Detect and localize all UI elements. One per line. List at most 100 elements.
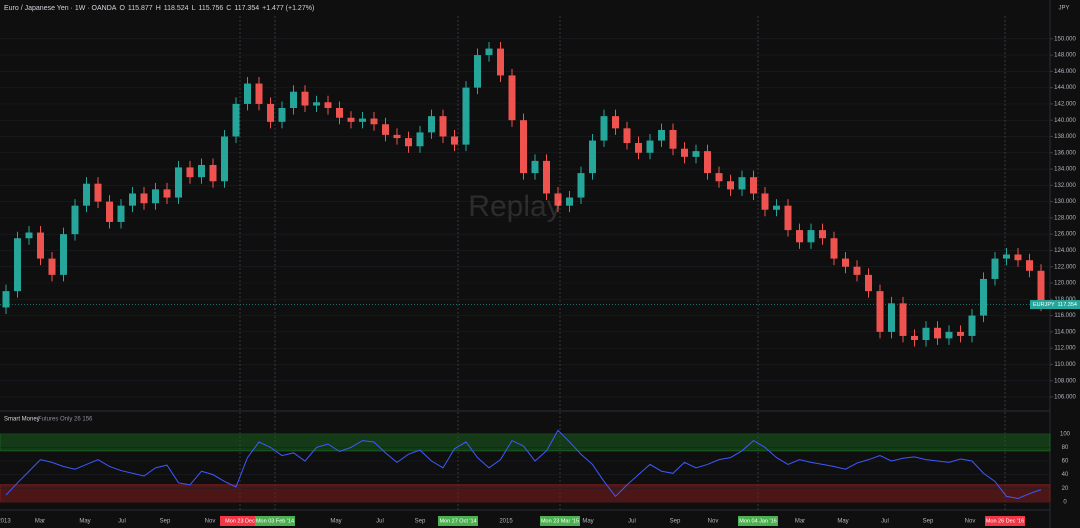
- candle-body: [646, 140, 654, 153]
- header-text: 118.524: [164, 5, 189, 12]
- candle-body: [600, 116, 608, 141]
- candle-body: [221, 136, 228, 182]
- candle-body: [773, 205, 780, 210]
- candle-body: [428, 116, 435, 133]
- candle-body: [520, 120, 527, 174]
- candle-body: [531, 160, 539, 174]
- time-label: 2015: [499, 519, 513, 525]
- time-highlight: [540, 516, 580, 526]
- candle-body: [140, 193, 148, 204]
- grid: [0, 16, 1053, 510]
- candle-body: [382, 124, 389, 135]
- candle-body: [301, 91, 309, 106]
- y-tick-label: 146.000: [1054, 69, 1076, 75]
- candle-body: [244, 83, 251, 104]
- candle-body: [761, 193, 769, 210]
- y-tick-label: 138.000: [1054, 134, 1076, 140]
- candle-body: [1003, 254, 1010, 259]
- candle-body: [129, 193, 136, 206]
- y-tick-label: 142.000: [1054, 101, 1076, 107]
- candle-body: [1026, 260, 1033, 271]
- candle-body: [991, 258, 999, 279]
- candle-body: [313, 102, 320, 106]
- candle-body: [106, 201, 113, 222]
- time-highlight: [438, 516, 478, 526]
- time-label: Mar: [35, 519, 45, 525]
- candle-body: [347, 117, 355, 122]
- candle-body: [566, 197, 573, 206]
- y-tick-label: 144.000: [1054, 85, 1076, 91]
- y-tick-label: 106.000: [1054, 395, 1076, 401]
- candle-body: [290, 91, 297, 108]
- candle-body: [738, 177, 746, 190]
- header-text: 115.877: [128, 5, 153, 12]
- candle-body: [623, 128, 631, 143]
- y-tick-label: 116.000: [1054, 313, 1076, 319]
- y-tick-label: 130.000: [1054, 199, 1076, 205]
- y-tick-label: 118.000: [1054, 297, 1076, 303]
- y-tick-label: 40: [1062, 472, 1069, 478]
- header-text: C: [226, 5, 231, 12]
- time-label: May: [79, 519, 90, 525]
- time-label: Mon 26 Dec '16: [986, 518, 1024, 524]
- candle-body: [232, 103, 240, 137]
- indicator-title: Smart Money: [4, 417, 40, 423]
- candle-body: [577, 173, 585, 198]
- candle-body: [175, 167, 182, 198]
- y-tick-label: 20: [1062, 486, 1069, 492]
- y-tick-label: 0: [1063, 499, 1067, 505]
- time-label: Nov: [965, 519, 976, 525]
- time-label: Mon 27 Oct '14: [439, 518, 476, 524]
- candle-body: [2, 291, 10, 308]
- time-label: Sep: [670, 519, 681, 525]
- time-label: May: [582, 519, 593, 525]
- candle-body: [589, 140, 596, 174]
- candle-body: [359, 118, 366, 122]
- candle-body: [71, 205, 79, 235]
- time-label: Jul: [118, 519, 126, 525]
- candle-body: [727, 181, 734, 190]
- candle-body: [968, 315, 976, 336]
- header-text: 115.756: [198, 5, 223, 12]
- candle-body: [554, 193, 562, 206]
- candle-body: [876, 291, 884, 332]
- indicator-subtitle: Futures Only 26 156: [38, 417, 93, 423]
- candle-body: [336, 107, 343, 118]
- candle-body: [83, 183, 90, 206]
- y-tick-label: 136.000: [1054, 150, 1076, 156]
- candle-body: [117, 205, 125, 222]
- time-label: Nov: [205, 519, 216, 525]
- time-label: Sep: [923, 519, 934, 525]
- candle-body: [750, 177, 757, 194]
- header-text: +1.477 (+1.27%): [262, 5, 314, 12]
- candle-body: [669, 129, 677, 149]
- candle-body: [784, 205, 792, 231]
- symbol-label: EURJPY: [1033, 302, 1055, 308]
- watermark: Replay: [468, 190, 561, 223]
- y-tick-label: 110.000: [1054, 362, 1076, 368]
- time-label: 2013: [0, 519, 11, 525]
- y-tick-label: 80: [1062, 445, 1069, 451]
- y-tick-label: 122.000: [1054, 264, 1076, 270]
- candle-body: [416, 132, 424, 147]
- time-label: Nov: [708, 519, 719, 525]
- y-tick-label: 120.000: [1054, 281, 1076, 287]
- candle-body: [14, 238, 21, 292]
- time-label: Mar: [795, 519, 805, 525]
- time-label: Sep: [160, 519, 171, 525]
- y-tick-label: 114.000: [1054, 329, 1076, 335]
- candle-body: [60, 234, 67, 275]
- candle-body: [830, 238, 838, 259]
- y-tick-label: 100: [1060, 431, 1071, 437]
- y-tick-label: 108.000: [1054, 378, 1076, 384]
- candle-body: [186, 167, 194, 178]
- time-label: Mon 23 Dec: [225, 518, 255, 524]
- candle-body: [25, 232, 33, 239]
- y-tick-label: 132.000: [1054, 183, 1076, 189]
- candle-body: [1014, 254, 1022, 261]
- candle-body: [37, 232, 44, 259]
- candle-body: [393, 134, 401, 139]
- candle-body: [474, 55, 481, 88]
- candle-body: [152, 189, 159, 204]
- candle-body: [911, 335, 918, 340]
